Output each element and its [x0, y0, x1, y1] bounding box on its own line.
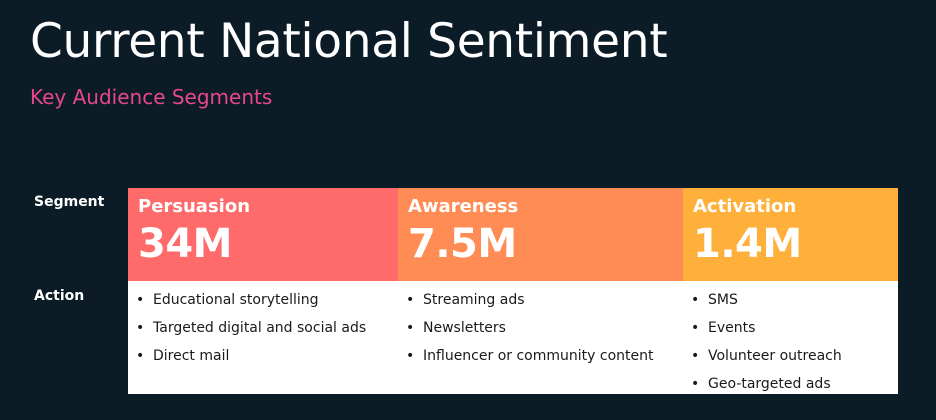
slide-title: Current National Sentiment — [30, 14, 668, 69]
persuasion-actions-list: Educational storytelling Targeted digita… — [128, 281, 366, 370]
list-item: Events — [683, 314, 842, 342]
segment-size: 34M — [138, 221, 232, 267]
activation-actions-list: SMS Events Volunteer outreach Geo-target… — [683, 281, 842, 398]
segment-size: 7.5M — [408, 221, 517, 267]
awareness-actions-list: Streaming ads Newsletters Influencer or … — [398, 281, 653, 370]
segment-name: Persuasion — [138, 196, 251, 217]
list-item: Streaming ads — [398, 286, 653, 314]
activation-header: Activation 1.4M — [683, 188, 898, 281]
list-item: Geo-targeted ads — [683, 370, 842, 398]
list-item: Influencer or community content — [398, 342, 653, 370]
segment-name: Activation — [693, 196, 797, 217]
list-item: SMS — [683, 286, 842, 314]
list-item: Newsletters — [398, 314, 653, 342]
slide-subtitle: Key Audience Segments — [30, 85, 273, 109]
list-item: Direct mail — [128, 342, 366, 370]
action-row-label: Action — [34, 288, 85, 304]
actions-panel: Educational storytelling Targeted digita… — [128, 281, 898, 394]
persuasion-header: Persuasion 34M — [128, 188, 398, 281]
list-item: Targeted digital and social ads — [128, 314, 366, 342]
list-item: Educational storytelling — [128, 286, 366, 314]
segment-size: 1.4M — [693, 221, 802, 267]
awareness-header: Awareness 7.5M — [398, 188, 683, 281]
segment-row-label: Segment — [34, 194, 105, 210]
segment-name: Awareness — [408, 196, 519, 217]
list-item: Volunteer outreach — [683, 342, 842, 370]
segments-table: Persuasion 34M Awareness 7.5M Activation… — [128, 188, 898, 394]
